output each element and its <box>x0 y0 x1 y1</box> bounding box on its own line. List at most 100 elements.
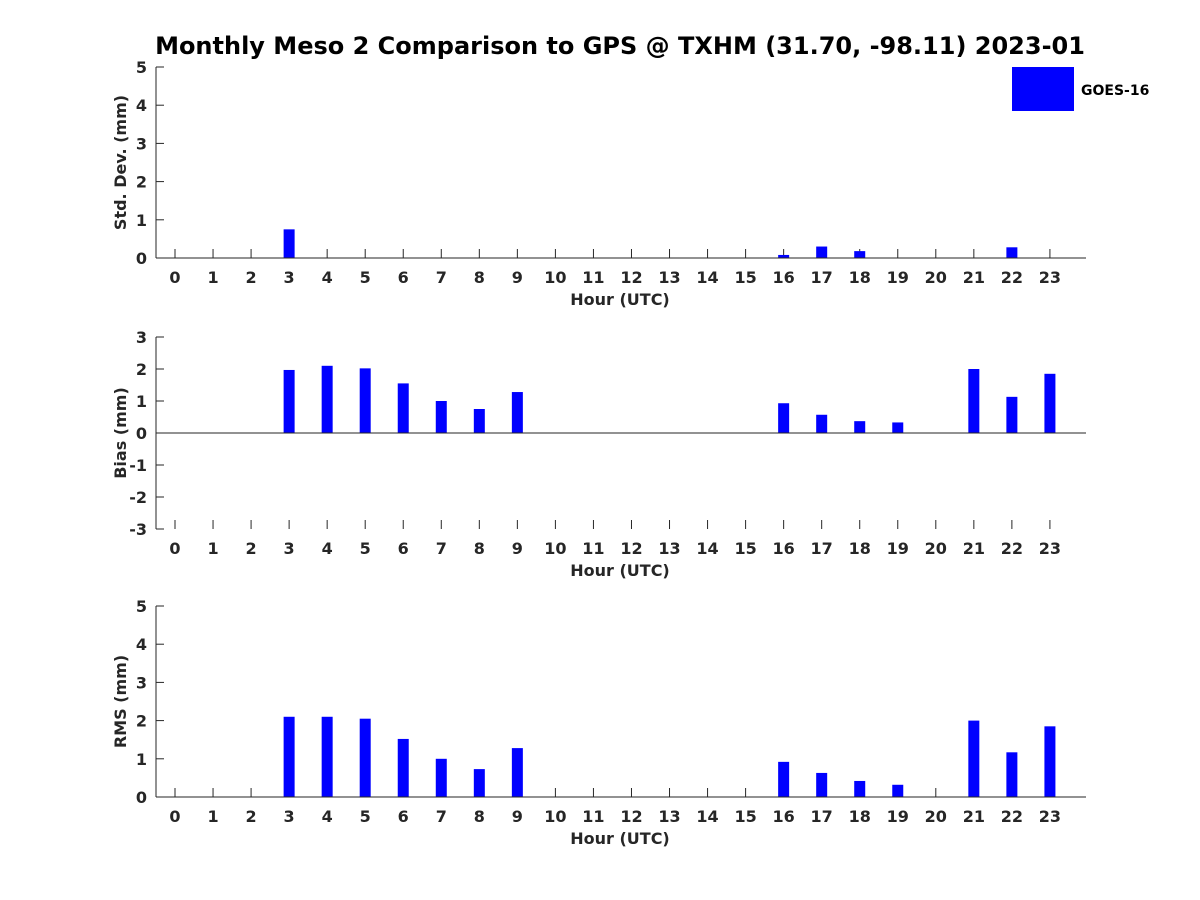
x-tick-label: 18 <box>849 539 871 558</box>
x-tick-label: 23 <box>1039 268 1061 287</box>
y-tick-label: 1 <box>136 392 147 411</box>
x-tick-label: 12 <box>620 539 642 558</box>
bar <box>1006 396 1018 433</box>
bar <box>1044 373 1056 433</box>
x-tick-label: 8 <box>474 539 485 558</box>
x-tick-label: 9 <box>512 539 523 558</box>
x-tick-label: 22 <box>1001 539 1023 558</box>
bar <box>321 716 333 797</box>
x-tick-label: 22 <box>1001 807 1023 826</box>
x-tick-label: 4 <box>322 539 333 558</box>
x-tick-label: 6 <box>398 807 409 826</box>
x-tick-label: 0 <box>169 268 180 287</box>
bar <box>968 720 980 797</box>
chart-title: Monthly Meso 2 Comparison to GPS @ TXHM … <box>155 32 1085 60</box>
bar <box>435 401 447 433</box>
bar <box>473 769 485 797</box>
bar <box>854 421 866 433</box>
y-tick-label: 2 <box>136 712 147 731</box>
x-tick-label: 19 <box>887 268 909 287</box>
x-tick-label: 5 <box>360 807 371 826</box>
x-tick-label: 2 <box>246 807 257 826</box>
x-tick-label: 19 <box>887 807 909 826</box>
x-tick-label: 11 <box>582 807 604 826</box>
y-tick-label: 0 <box>136 424 147 443</box>
x-tick-label: 3 <box>284 268 295 287</box>
x-tick-label: 0 <box>169 807 180 826</box>
x-tick-label: 20 <box>925 807 947 826</box>
x-tick-label: 9 <box>512 268 523 287</box>
bar <box>816 246 828 258</box>
x-tick-label: 18 <box>849 807 871 826</box>
bar <box>1006 752 1018 797</box>
x-tick-label: 13 <box>658 539 680 558</box>
y-tick-label: 2 <box>136 360 147 379</box>
y-tick-label: 3 <box>136 328 147 347</box>
bar <box>359 368 371 433</box>
x-tick-label: 1 <box>207 268 218 287</box>
x-tick-label: 20 <box>925 268 947 287</box>
y-tick-label: 4 <box>136 635 147 654</box>
x-tick-label: 13 <box>658 268 680 287</box>
y-tick-label: -3 <box>129 520 147 539</box>
y-tick-label: 2 <box>136 173 147 192</box>
x-tick-label: 8 <box>474 807 485 826</box>
y-tick-label: 5 <box>136 58 147 77</box>
bar <box>968 369 980 433</box>
x-tick-label: 14 <box>696 807 718 826</box>
y-axis-label: RMS (mm) <box>111 655 130 748</box>
x-tick-label: 16 <box>773 539 795 558</box>
x-tick-label: 10 <box>544 807 566 826</box>
bar <box>283 716 295 797</box>
bar <box>778 761 790 797</box>
x-tick-label: 5 <box>360 539 371 558</box>
x-tick-label: 14 <box>696 539 718 558</box>
x-tick-label: 10 <box>544 539 566 558</box>
x-tick-label: 2 <box>246 268 257 287</box>
x-tick-label: 1 <box>207 807 218 826</box>
bar <box>511 392 523 433</box>
bar <box>816 414 828 433</box>
x-axis-label: Hour (UTC) <box>570 290 670 309</box>
x-tick-label: 9 <box>512 807 523 826</box>
legend-label: GOES-16 <box>1081 83 1149 99</box>
y-tick-label: 3 <box>136 134 147 153</box>
bar <box>778 403 790 433</box>
x-tick-label: 21 <box>963 807 985 826</box>
y-tick-label: 3 <box>136 673 147 692</box>
y-axis-label: Bias (mm) <box>111 387 130 479</box>
x-tick-label: 17 <box>811 807 833 826</box>
x-tick-label: 15 <box>734 268 756 287</box>
bar <box>473 409 485 433</box>
x-tick-label: 19 <box>887 539 909 558</box>
x-tick-label: 20 <box>925 539 947 558</box>
x-tick-label: 12 <box>620 807 642 826</box>
bar <box>283 229 295 258</box>
x-axis-label: Hour (UTC) <box>570 561 670 580</box>
bar <box>778 254 790 258</box>
x-tick-label: 7 <box>436 539 447 558</box>
y-tick-label: 1 <box>136 211 147 230</box>
bar <box>397 738 409 797</box>
x-tick-label: 6 <box>398 268 409 287</box>
x-tick-label: 23 <box>1039 539 1061 558</box>
x-tick-label: 15 <box>734 807 756 826</box>
bar <box>283 369 295 433</box>
y-tick-label: 4 <box>136 96 147 115</box>
x-tick-label: 21 <box>963 539 985 558</box>
x-tick-label: 0 <box>169 539 180 558</box>
x-tick-label: 16 <box>773 268 795 287</box>
x-tick-label: 16 <box>773 807 795 826</box>
legend-swatch <box>1012 67 1074 111</box>
x-tick-label: 11 <box>582 268 604 287</box>
x-tick-label: 10 <box>544 268 566 287</box>
bar <box>1044 726 1056 797</box>
bar <box>359 718 371 797</box>
legend: GOES-16 <box>1012 67 1149 111</box>
x-tick-label: 7 <box>436 268 447 287</box>
bar <box>511 748 523 797</box>
bar <box>397 383 409 433</box>
